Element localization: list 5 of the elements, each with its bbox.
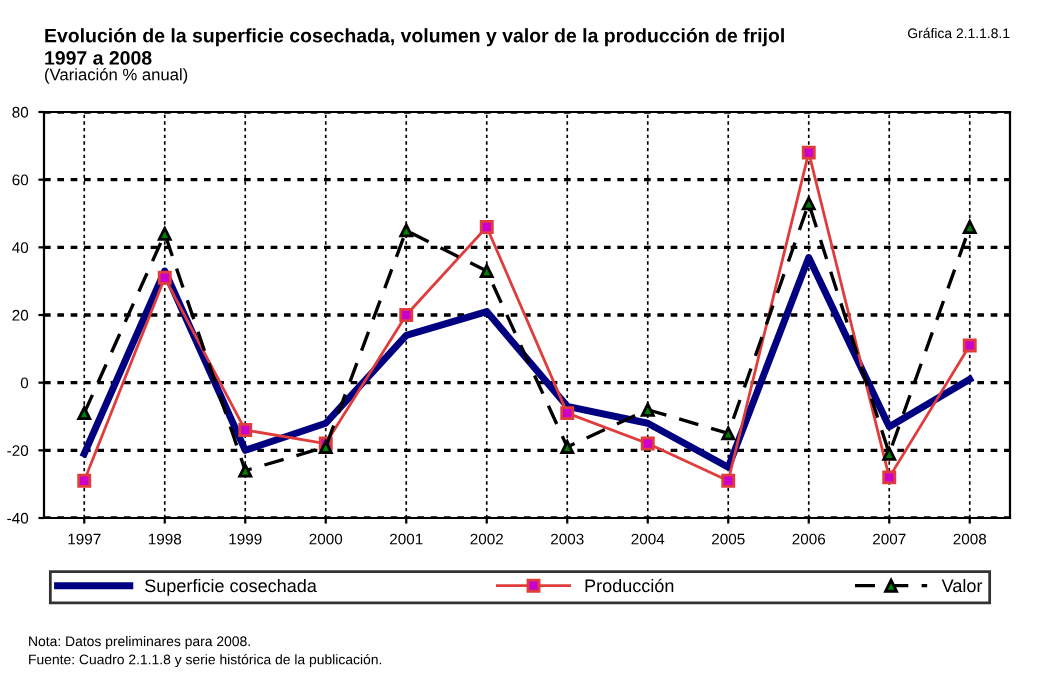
chart-title: Evolución de la superficie cosechada, volumen y valor de la producción de frijol 1997 a 2008 [45,28,784,65]
legend-label: Producción [585,578,674,593]
legend-label: Valor [941,578,983,593]
chart-subtitle: (Variación % anual) [45,67,188,84]
legend-label: Superficie cosechada [145,578,317,596]
